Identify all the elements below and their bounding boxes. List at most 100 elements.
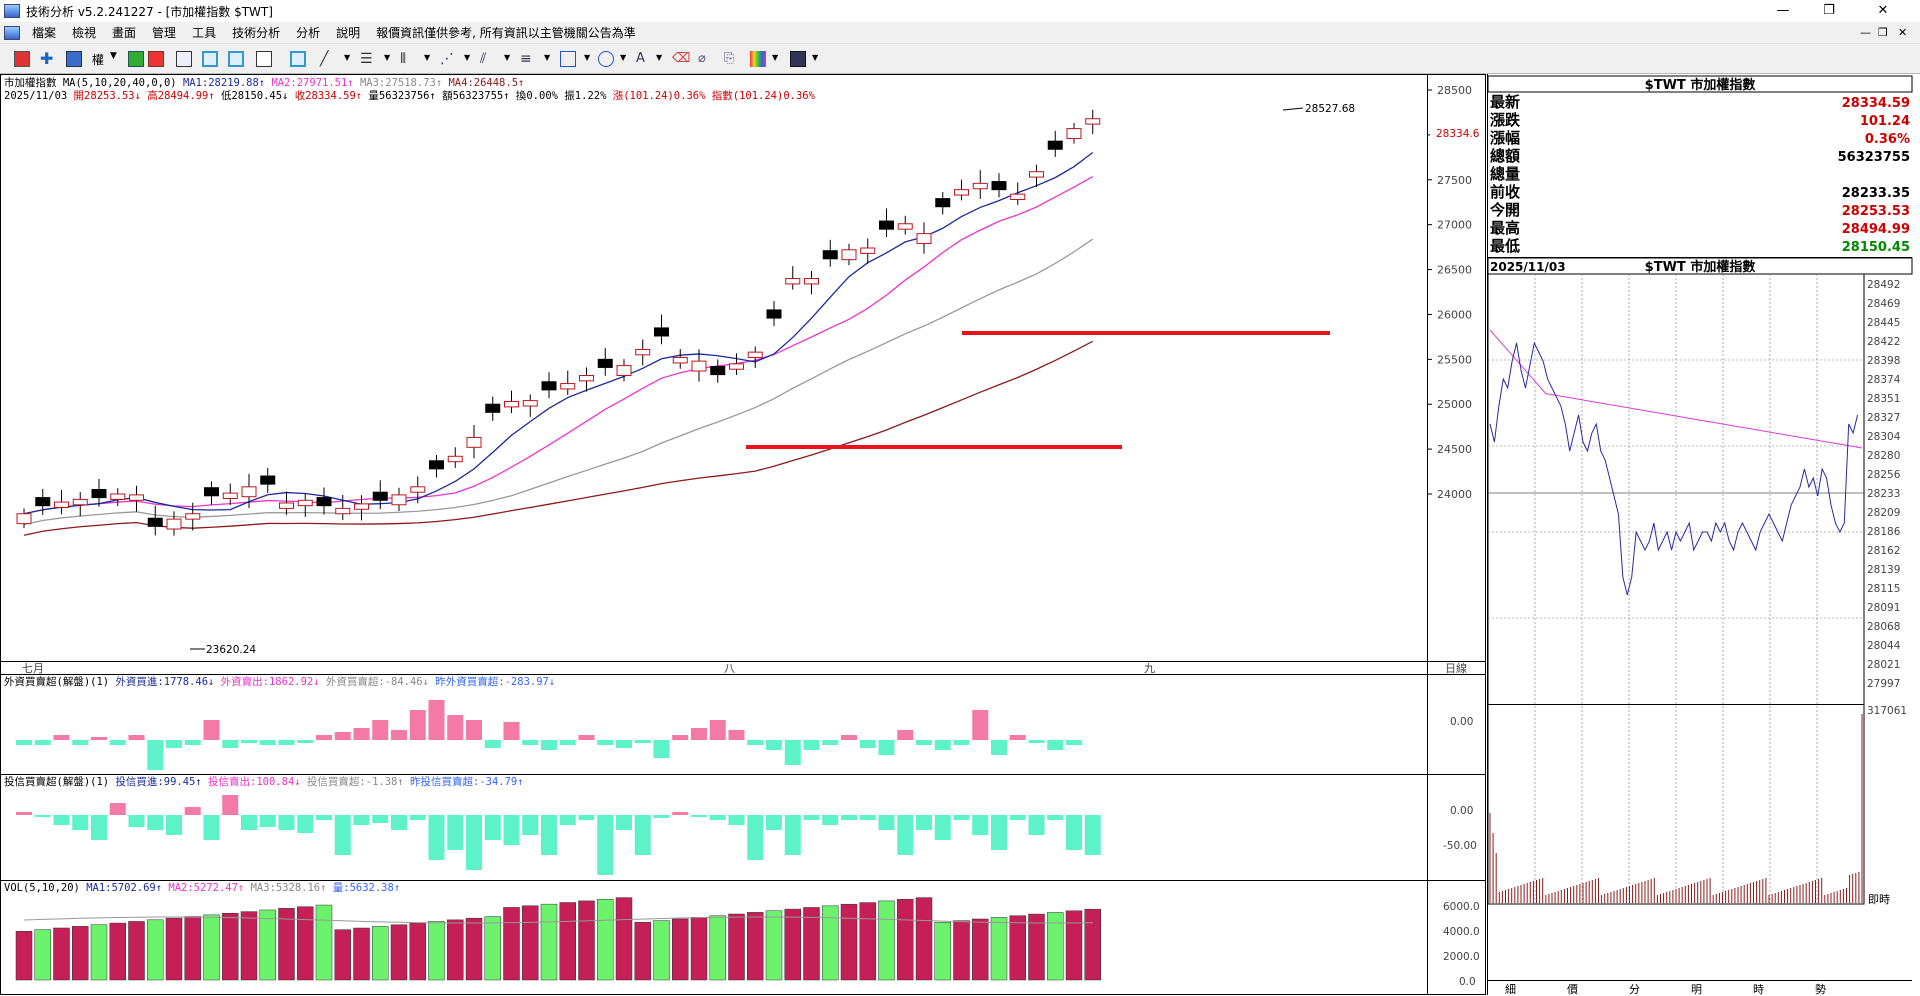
main-header-line2: 2025/11/03 開28253.53↓ 高28494.99↑ 低28150.… <box>4 89 816 102</box>
chart-grid-icon[interactable] <box>256 51 272 67</box>
menu-tools[interactable]: 工具 <box>192 25 217 40</box>
menu-screen[interactable]: 畫面 <box>112 25 137 40</box>
intraday-tab[interactable]: 分 <box>1629 983 1640 996</box>
intraday-date: 2025/11/03 <box>1490 260 1566 274</box>
bar-chart-icon[interactable] <box>14 51 30 67</box>
chevron-down-icon[interactable]: ▼ <box>504 53 511 62</box>
intraday-y-label: 28398 <box>1867 355 1900 367</box>
low-label: 23620.24 <box>206 644 256 656</box>
channel-tool-icon[interactable]: ⫽ <box>480 51 487 67</box>
menu-analysis[interactable]: 分析 <box>296 25 321 40</box>
quote-label: 總量 <box>1490 165 1520 183</box>
trust-bar <box>934 815 951 840</box>
trust-bar <box>353 815 370 825</box>
chevron-down-icon[interactable]: ▼ <box>384 53 391 62</box>
header-item: 指數(101.24)0.36% <box>712 89 816 102</box>
menu-view[interactable]: 檢視 <box>72 25 97 40</box>
weight-label[interactable]: 權 <box>92 53 105 67</box>
foreign-bar <box>447 715 464 740</box>
chevron-down-icon[interactable]: ▼ <box>344 53 351 62</box>
header-item: 昨外資買賣超:-283.97↓ <box>435 675 555 688</box>
line-tool-icon[interactable]: ╱ <box>320 51 329 67</box>
chevron-down-icon[interactable]: ▼ <box>544 53 551 62</box>
rectangle-tool-icon[interactable] <box>560 51 576 67</box>
vline-tool-icon[interactable]: ⦀ <box>400 51 407 67</box>
volume-bar <box>297 906 314 981</box>
quote-value: 28334.59 <box>1842 96 1910 111</box>
volume-bar <box>709 915 726 981</box>
close-button[interactable]: ✕ <box>1877 3 1889 18</box>
volume-bar <box>465 917 483 981</box>
header-item: 投信賣出:100.84↓ <box>208 775 307 788</box>
volume-bar <box>934 922 951 981</box>
copy-drawing-icon[interactable]: ⎘ <box>724 51 735 66</box>
fan-tool-icon[interactable]: ⋰ <box>440 51 454 67</box>
candle-body <box>185 513 201 520</box>
chevron-down-icon[interactable]: ▼ <box>620 53 627 62</box>
volume-bar <box>578 900 595 981</box>
menu-technical[interactable]: 技術分析 <box>232 25 281 40</box>
intraday-y-label: 28469 <box>1867 298 1900 310</box>
hline-tool-icon[interactable]: ☰ <box>360 51 373 67</box>
fib-tool-icon[interactable]: ≡ <box>520 51 532 67</box>
volume-bar <box>315 904 333 981</box>
chevron-down-icon[interactable]: ▼ <box>464 53 471 62</box>
chart-toggle-icon[interactable] <box>202 51 218 67</box>
crosshair-icon[interactable]: ✚ <box>40 49 54 68</box>
foreign-bar <box>634 740 651 743</box>
intraday-tab[interactable]: 明 <box>1691 983 1702 996</box>
candlesticks <box>16 109 1101 536</box>
intraday-tab[interactable]: 時 <box>1753 983 1764 996</box>
header-item: 投信買賣超:-1.38↑ <box>307 775 410 788</box>
foreign-bar <box>934 740 951 750</box>
trust-bar <box>166 815 182 835</box>
color-palette-icon[interactable] <box>750 51 766 67</box>
menu-help[interactable]: 說明 <box>336 25 361 40</box>
excel-icon[interactable] <box>128 51 144 67</box>
volume-bar <box>878 900 895 981</box>
volume-bar <box>484 916 501 981</box>
chevron-down-icon[interactable]: ▼ <box>110 51 117 61</box>
foreign-bar <box>541 740 557 750</box>
text-tool-icon[interactable]: A <box>636 51 645 66</box>
candle-body <box>710 366 726 376</box>
window-icon[interactable] <box>66 51 82 67</box>
intraday-tab[interactable]: 勢 <box>1815 982 1826 996</box>
trust-bar <box>91 815 107 840</box>
chevron-down-icon[interactable]: ▼ <box>584 53 591 62</box>
candle-body <box>297 499 313 507</box>
foreign-bar <box>484 740 501 748</box>
chevron-down-icon[interactable]: ▼ <box>772 53 779 62</box>
header-item: 漲(101.24)0.36% <box>613 90 712 102</box>
menu-file[interactable]: 檔案 <box>32 25 57 40</box>
ellipse-tool-icon[interactable] <box>598 51 614 67</box>
intraday-y-label: 28209 <box>1867 507 1900 519</box>
candle-body <box>522 400 538 407</box>
minimize-button[interactable]: — <box>1776 3 1790 18</box>
volume-bar <box>615 897 633 981</box>
intraday-tab[interactable]: 價 <box>1567 982 1578 996</box>
foreign-bar <box>166 740 182 748</box>
restore-button[interactable]: ❐ <box>1823 3 1835 18</box>
chart-compare-icon[interactable] <box>228 51 244 67</box>
mdi-minimize-icon[interactable]: — <box>1860 26 1871 39</box>
foreign-bar <box>597 740 614 745</box>
mdi-restore-icon[interactable]: ❐ <box>1878 26 1888 39</box>
menu-manage[interactable]: 管理 <box>152 25 177 40</box>
chevron-down-icon[interactable]: ▼ <box>656 53 663 62</box>
candle-body <box>222 492 238 499</box>
trust-bar <box>953 815 970 820</box>
chevron-down-icon[interactable]: ▼ <box>424 53 431 62</box>
eraser-icon[interactable]: ⌫ <box>672 51 691 66</box>
intraday-tab[interactable]: 細 <box>1505 983 1516 996</box>
chevron-down-icon[interactable]: ▼ <box>812 53 819 62</box>
mark-icon[interactable] <box>148 51 164 67</box>
chart-line-icon[interactable] <box>176 51 192 67</box>
candle-body <box>335 507 351 515</box>
eraser-all-icon[interactable]: ⌀ <box>698 51 706 66</box>
intraday-y-label: 28492 <box>1867 279 1900 291</box>
pointer-icon[interactable] <box>290 51 306 67</box>
header-item: MA3:5328.16↑ <box>251 882 333 894</box>
save-icon[interactable] <box>790 51 806 67</box>
mdi-close-icon[interactable]: ✕ <box>1898 26 1908 39</box>
